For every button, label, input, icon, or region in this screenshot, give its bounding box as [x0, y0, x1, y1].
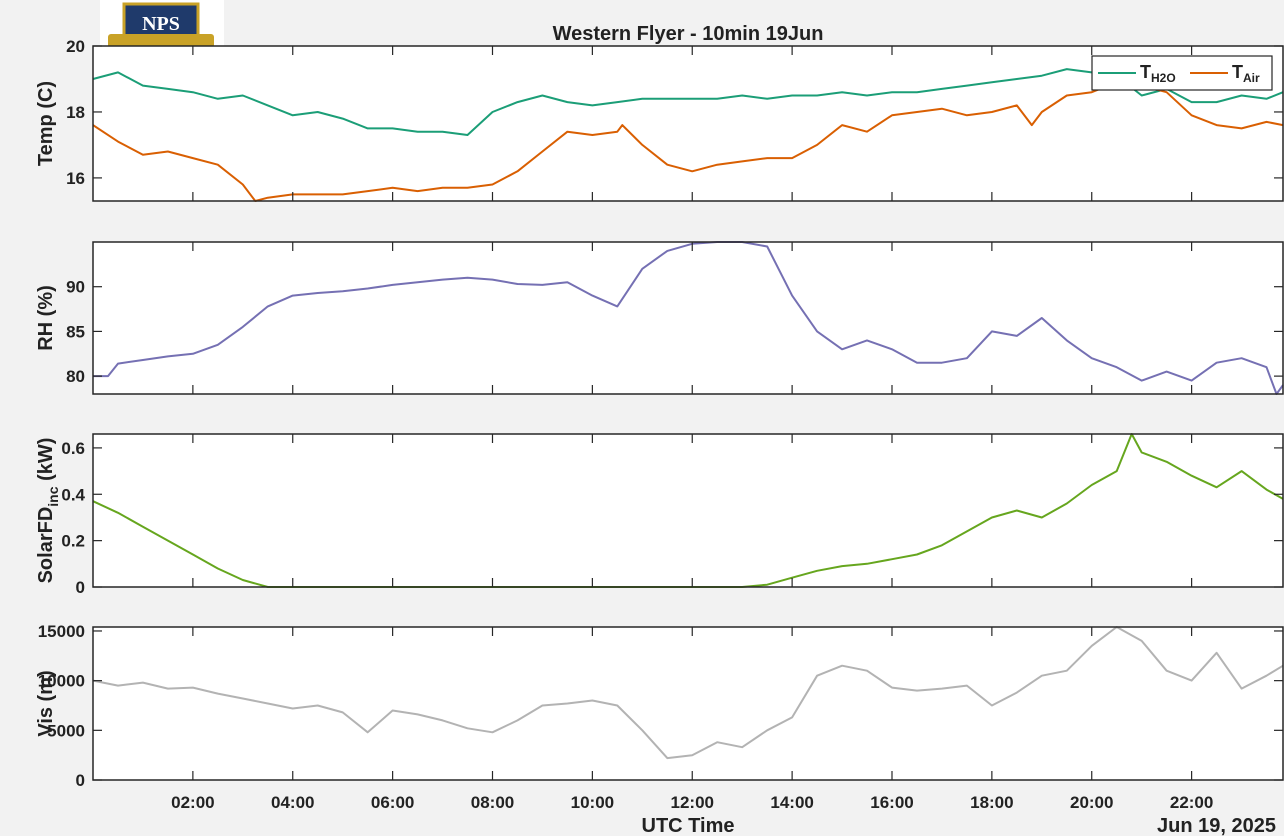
y-axis-label: SolarFDinc (kW)	[35, 438, 61, 584]
x-tick-label: 12:00	[671, 793, 714, 812]
y-tick-label: 0.4	[61, 485, 85, 504]
x-tick-label: 16:00	[870, 793, 913, 812]
y-axis-label: Temp (C)	[35, 81, 57, 166]
x-tick-label: 08:00	[471, 793, 514, 812]
y-tick-label: 16	[66, 169, 85, 188]
logo-ribbon	[108, 34, 214, 48]
y-tick-label: 0.2	[61, 532, 85, 551]
plot-area	[93, 434, 1283, 587]
legend-entry-1: TAir	[1232, 62, 1260, 85]
y-tick-label: 5000	[47, 721, 85, 740]
panel-1: 16 18 20 Temp (C) TH2O TAir	[35, 37, 1284, 202]
axes-frame	[92, 433, 1284, 588]
legend: TH2O TAir	[1091, 55, 1273, 91]
date-label: Jun 19, 2025	[1157, 815, 1276, 836]
x-tick-label: 20:00	[1070, 793, 1113, 812]
panel-4: 0 5000 10000 15000 Vis (m)	[35, 622, 1284, 790]
y-tick-label: 85	[66, 322, 85, 341]
y-tick-label: 18	[66, 103, 85, 122]
axes-frame	[92, 241, 1284, 395]
legend-entry-0: TH2O	[1140, 62, 1176, 85]
x-tick-label: 14:00	[770, 793, 813, 812]
series-line-2-0	[92, 433, 1284, 588]
x-tick-label: 06:00	[371, 793, 414, 812]
series-line-3-0	[92, 626, 1284, 760]
y-axis-label: Vis (m)	[35, 670, 57, 736]
logo-text: NPS	[142, 13, 180, 35]
y-axis-label: RH (%)	[35, 285, 57, 351]
y-tick-label: 90	[66, 278, 85, 297]
axes-frame	[92, 45, 1284, 202]
x-tick-label: 22:00	[1170, 793, 1213, 812]
y-tick-label: 10000	[38, 672, 85, 691]
y-tick-label: 0	[76, 771, 85, 790]
y-tick-label: 20	[66, 37, 85, 56]
axes-frame	[92, 626, 1284, 781]
y-tick-label: 15000	[38, 622, 85, 641]
y-tick-label: 80	[66, 367, 85, 386]
x-tick-label: 02:00	[171, 793, 214, 812]
x-tick-label: 10:00	[571, 793, 614, 812]
plot-area	[93, 242, 1283, 394]
chart-title: Western Flyer - 10min 19Jun	[553, 23, 824, 45]
x-tick-label: 18:00	[970, 793, 1013, 812]
panel-2: 80 85 90 RH (%)	[35, 241, 1284, 395]
series-line-0-1	[92, 81, 1284, 202]
y-tick-label: 0.6	[61, 439, 85, 458]
x-tick-label: 04:00	[271, 793, 314, 812]
y-tick-label: 0	[76, 578, 85, 597]
x-axis-label: UTC Time	[642, 815, 735, 836]
